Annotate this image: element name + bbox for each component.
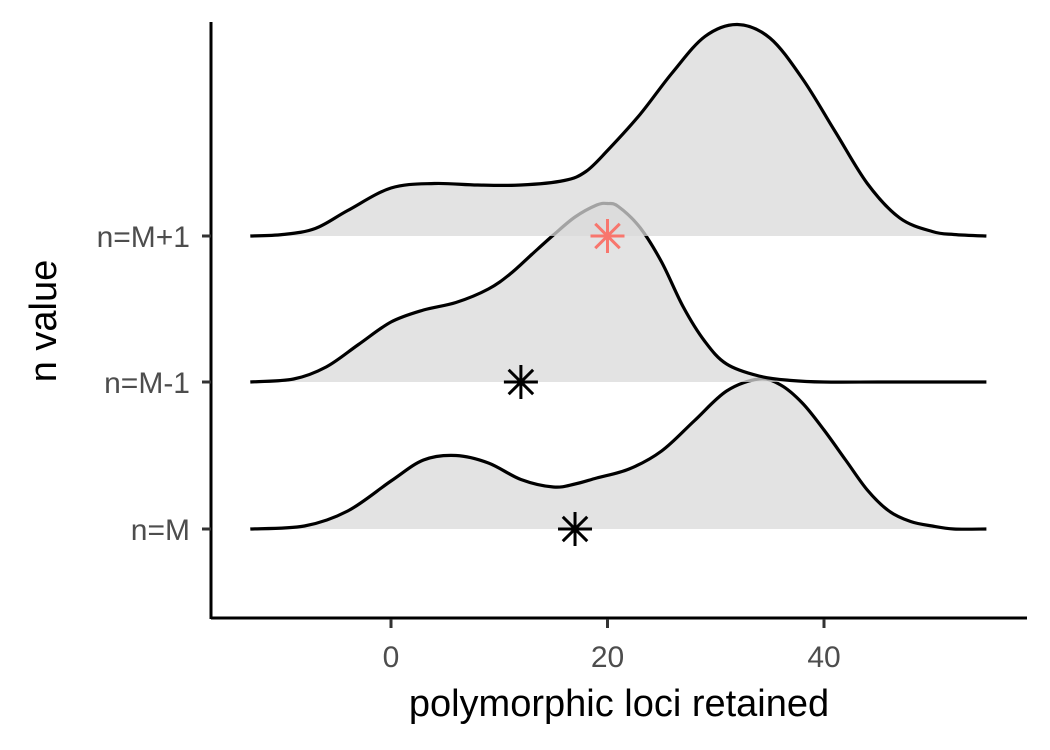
median-star-n-mminus1 <box>503 365 538 399</box>
ridge-n-m <box>250 377 987 531</box>
y-tick-label-n-mminus1: n=M-1 <box>104 367 190 400</box>
medians-layer <box>503 219 625 546</box>
ridges-layer <box>250 22 987 531</box>
ridge-line-n-mplus1 <box>250 22 987 238</box>
x-axis-ticks: 0 20 40 <box>383 619 841 674</box>
y-tick-label-n-m: n=M <box>131 514 190 547</box>
y-axis-title: n value <box>23 260 65 383</box>
axes-layer <box>209 22 1027 620</box>
ridge-fill-n-mplus1 <box>250 24 987 236</box>
x-tick-label-0: 0 <box>383 641 400 674</box>
ridge-line-n-m <box>250 377 987 531</box>
median-star-n-mplus1 <box>590 219 625 253</box>
ridge-fill-n-m <box>250 378 987 530</box>
x-tick-label-20: 20 <box>591 641 624 674</box>
ridge-fill-n-mminus1 <box>250 203 987 383</box>
y-tick-label-n-mplus1: n=M+1 <box>97 221 190 254</box>
x-tick-label-40: 40 <box>807 641 840 674</box>
y-axis-ticks: n=M n=M-1 n=M+1 <box>97 221 211 547</box>
median-star-n-m <box>558 512 593 546</box>
x-axis-title: polymorphic loci retained <box>409 683 829 725</box>
ridge-n-mplus1 <box>250 22 987 238</box>
